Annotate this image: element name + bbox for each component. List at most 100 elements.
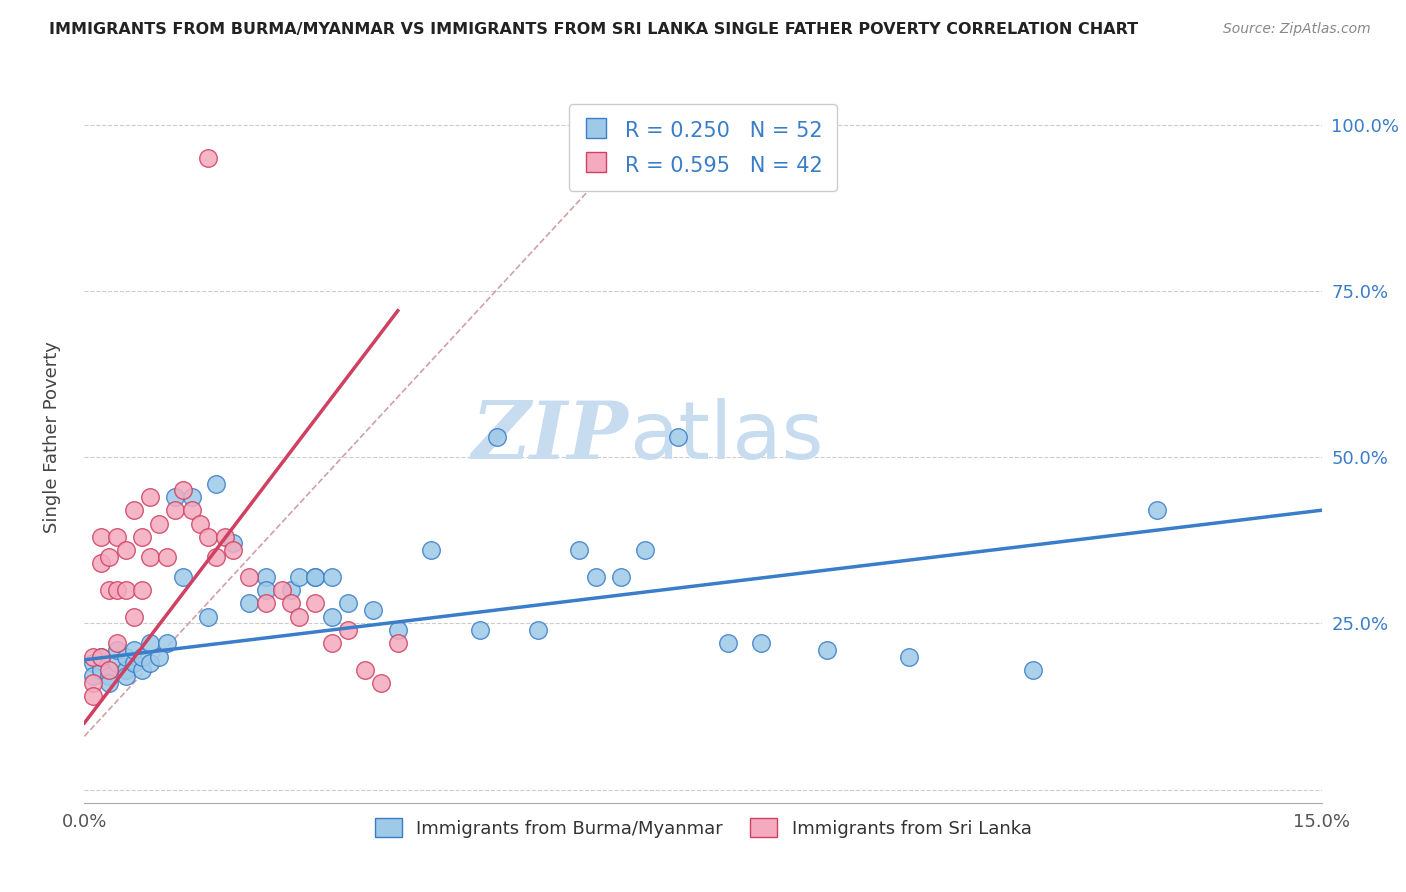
Point: [304, 570, 326, 584]
Point: [165, 503, 187, 517]
Point: [82, 690, 104, 704]
Point: [1146, 503, 1168, 517]
Point: [98, 669, 121, 683]
Point: [222, 543, 245, 558]
Point: [114, 669, 136, 683]
Point: [527, 623, 550, 637]
Point: [122, 503, 145, 517]
Point: [321, 570, 343, 584]
Point: [197, 151, 219, 165]
Point: [197, 609, 219, 624]
Point: [105, 643, 128, 657]
Point: [717, 636, 740, 650]
Point: [568, 543, 591, 558]
Point: [271, 582, 294, 597]
Point: [180, 503, 202, 517]
Point: [188, 516, 211, 531]
Point: [337, 623, 360, 637]
Text: atlas: atlas: [628, 398, 823, 476]
Point: [304, 570, 326, 584]
Point: [131, 582, 153, 597]
Point: [288, 609, 311, 624]
Point: [105, 582, 128, 597]
Point: [609, 570, 631, 584]
Text: ZIP: ZIP: [472, 399, 628, 475]
Point: [280, 582, 302, 597]
Y-axis label: Single Father Poverty: Single Father Poverty: [42, 341, 60, 533]
Point: [634, 543, 657, 558]
Point: [98, 549, 121, 564]
Point: [370, 676, 392, 690]
Point: [353, 663, 375, 677]
Point: [666, 430, 689, 444]
Point: [139, 490, 162, 504]
Point: [288, 570, 311, 584]
Point: [105, 656, 128, 670]
Point: [131, 530, 153, 544]
Point: [114, 582, 136, 597]
Point: [114, 543, 136, 558]
Point: [172, 483, 194, 498]
Point: [114, 663, 136, 677]
Legend: Immigrants from Burma/Myanmar, Immigrants from Sri Lanka: Immigrants from Burma/Myanmar, Immigrant…: [367, 811, 1039, 845]
Point: [172, 570, 194, 584]
Point: [254, 570, 277, 584]
Point: [90, 530, 112, 544]
Point: [205, 476, 228, 491]
Point: [815, 643, 838, 657]
Point: [105, 636, 128, 650]
Point: [254, 596, 277, 610]
Point: [280, 596, 302, 610]
Point: [90, 557, 112, 571]
Point: [122, 609, 145, 624]
Point: [98, 582, 121, 597]
Point: [387, 636, 409, 650]
Point: [131, 663, 153, 677]
Point: [214, 530, 236, 544]
Point: [131, 649, 153, 664]
Point: [139, 549, 162, 564]
Point: [337, 596, 360, 610]
Point: [156, 636, 179, 650]
Point: [205, 549, 228, 564]
Point: [321, 636, 343, 650]
Point: [180, 490, 202, 504]
Point: [122, 656, 145, 670]
Point: [254, 582, 277, 597]
Point: [90, 649, 112, 664]
Point: [361, 603, 384, 617]
Point: [485, 430, 508, 444]
Point: [82, 669, 104, 683]
Point: [387, 623, 409, 637]
Point: [98, 663, 121, 677]
Point: [321, 609, 343, 624]
Point: [148, 516, 170, 531]
Point: [470, 623, 492, 637]
Text: IMMIGRANTS FROM BURMA/MYANMAR VS IMMIGRANTS FROM SRI LANKA SINGLE FATHER POVERTY: IMMIGRANTS FROM BURMA/MYANMAR VS IMMIGRA…: [49, 22, 1139, 37]
Point: [238, 596, 260, 610]
Point: [238, 570, 260, 584]
Point: [90, 663, 112, 677]
Point: [304, 596, 326, 610]
Point: [98, 676, 121, 690]
Point: [148, 649, 170, 664]
Point: [122, 643, 145, 657]
Point: [222, 536, 245, 550]
Point: [139, 636, 162, 650]
Point: [197, 530, 219, 544]
Point: [105, 530, 128, 544]
Point: [585, 570, 607, 584]
Point: [749, 636, 772, 650]
Point: [114, 649, 136, 664]
Point: [156, 549, 179, 564]
Point: [82, 649, 104, 664]
Point: [90, 649, 112, 664]
Point: [1022, 663, 1045, 677]
Point: [165, 490, 187, 504]
Text: Source: ZipAtlas.com: Source: ZipAtlas.com: [1223, 22, 1371, 37]
Point: [898, 649, 921, 664]
Point: [82, 676, 104, 690]
Point: [419, 543, 441, 558]
Point: [82, 656, 104, 670]
Point: [139, 656, 162, 670]
